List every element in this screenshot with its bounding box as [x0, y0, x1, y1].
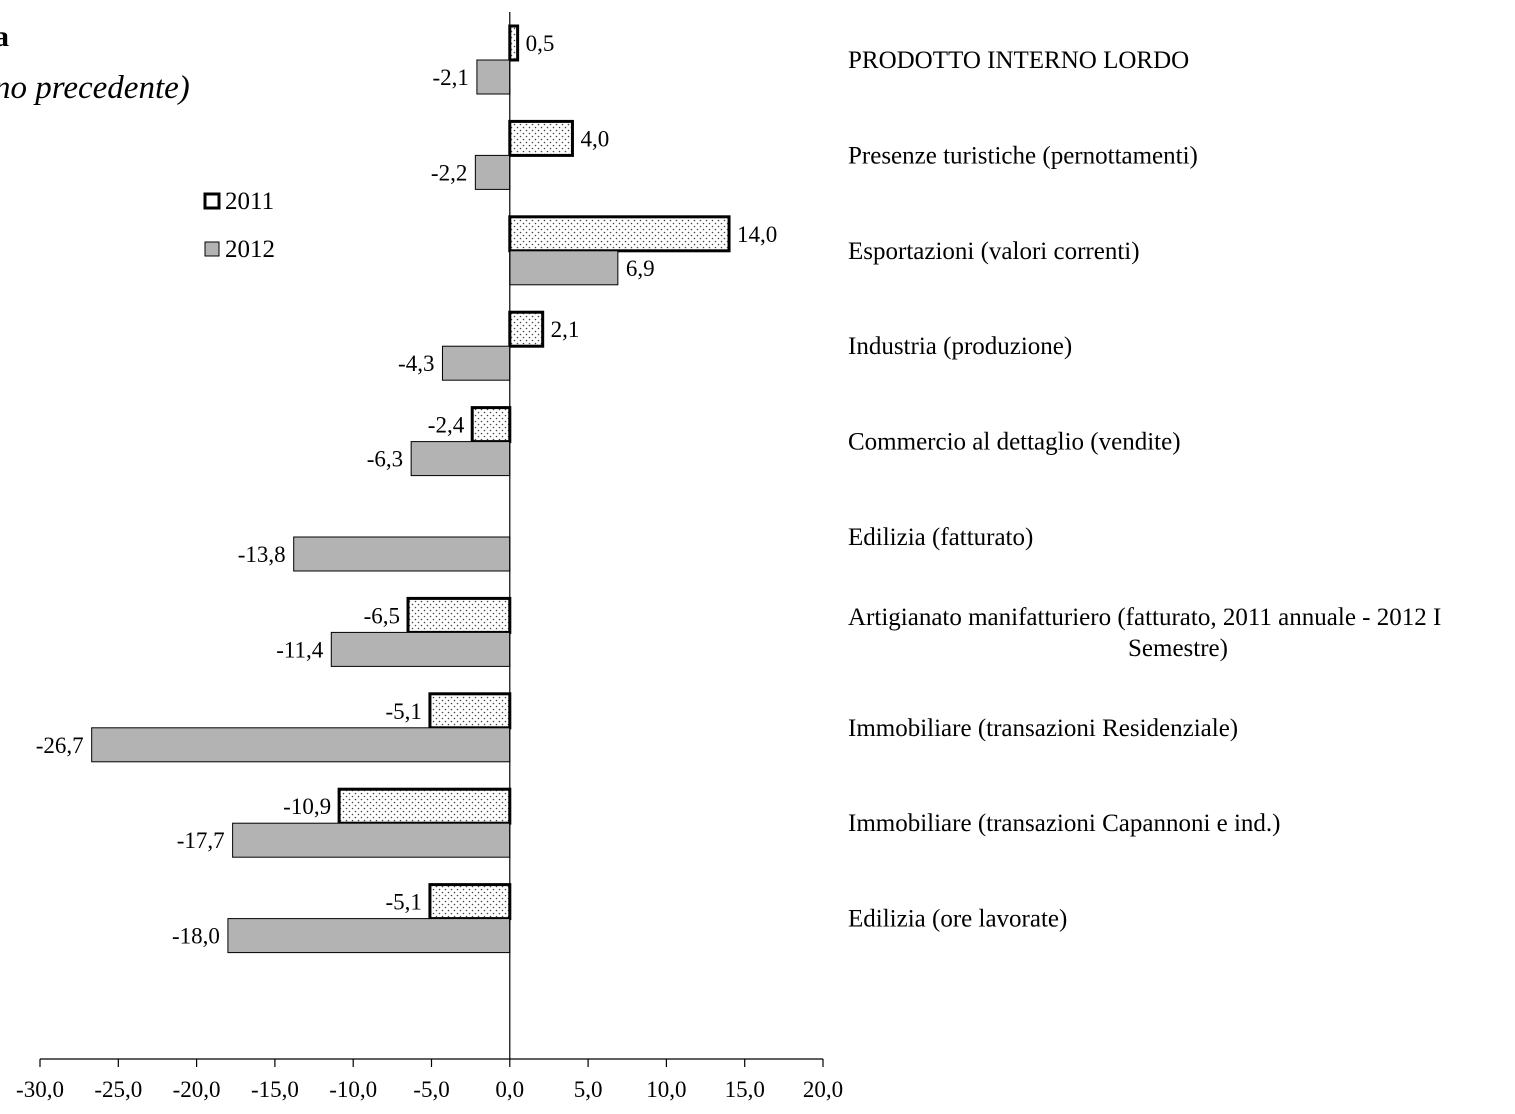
legend-label-2011: 2011 [225, 188, 274, 215]
value-label-2012-8: -26,7 [36, 733, 84, 758]
x-tick-label: 10,0 [646, 1077, 686, 1102]
bar-2012-10 [227, 918, 511, 954]
category-label-7-line2: Semestre) [1128, 635, 1228, 662]
value-label-2012-5: -6,3 [367, 447, 403, 472]
bars-layer [91, 24, 731, 954]
bar-2012-3 [509, 250, 619, 286]
bar-2011-2 [508, 119, 574, 157]
legend: 2011 2012 [203, 188, 275, 263]
value-label-2011-10: -5,1 [386, 890, 422, 915]
bar-2011-10 [428, 883, 512, 921]
x-tick-label: -30,0 [16, 1077, 64, 1102]
x-tick-label: -5,0 [413, 1077, 449, 1102]
x-tick-label: -25,0 [94, 1077, 142, 1102]
category-label-4: Industria (produzione) [848, 333, 1072, 360]
bar-2011-3 [508, 215, 731, 253]
x-tick-label: -15,0 [251, 1077, 299, 1102]
category-labels-layer: PRODOTTO INTERNO LORDO Presenze turistich… [848, 47, 1441, 933]
chart-subtitle-fragment: no precedente) [0, 70, 190, 106]
bar-2012-4 [441, 345, 511, 381]
value-label-2011-4: 2,1 [551, 317, 580, 342]
x-tick-label: 15,0 [725, 1077, 765, 1102]
bar-2012-2 [474, 154, 511, 190]
bar-2012-7 [330, 631, 511, 667]
value-label-2011-9: -10,9 [283, 794, 331, 819]
category-label-5: Commercio al dettaglio (vendite) [848, 429, 1181, 456]
bar-2012-8 [91, 727, 511, 763]
value-label-2011-5: -2,4 [428, 413, 465, 438]
value-label-2012-2: -2,2 [431, 160, 467, 185]
category-label-1: PRODOTTO INTERNO LORDO [848, 47, 1189, 74]
category-label-3: Esportazioni (valori correnti) [848, 238, 1140, 265]
x-tick-label: -20,0 [173, 1077, 221, 1102]
value-labels-layer: 0,5 -2,1 4,0 -2,2 14,0 6,9 2,1 -4,3 -2,4 -6,3 -13,… [36, 31, 778, 949]
bar-2012-5 [410, 441, 511, 477]
value-label-2012-6: -13,8 [238, 542, 286, 567]
bar-2011-9 [337, 787, 512, 825]
value-label-2012-3: 6,9 [626, 256, 655, 281]
value-label-2012-10: -18,0 [172, 924, 220, 949]
x-tick-label: 0,0 [495, 1077, 524, 1102]
x-tick-label: 5,0 [574, 1077, 603, 1102]
bar-2012-1 [476, 59, 511, 95]
bar-2011-4 [508, 310, 545, 348]
bar-2011-5 [470, 406, 512, 444]
value-label-2012-7: -11,4 [276, 637, 324, 662]
chart-title-fragment: a [0, 20, 9, 53]
legend-swatch-2012 [204, 241, 220, 257]
bar-2011-1 [508, 24, 520, 62]
value-label-2011-3: 14,0 [737, 222, 777, 247]
category-label-7: Artigianato manifatturiero (fatturato, 2… [848, 604, 1441, 631]
bar-2011-7 [406, 596, 512, 634]
category-label-2: Presenze turistiche (pernottamenti) [848, 142, 1198, 169]
value-label-2012-4: -4,3 [398, 351, 434, 376]
value-label-2011-8: -5,1 [386, 699, 422, 724]
x-tick-label: 20,0 [803, 1077, 843, 1102]
x-axis: -30,0 -25,0 -20,0 -15,0 -10,0 -5,0 0,0 5,0 10,0 1… [16, 12, 843, 1102]
category-label-9: Immobiliare (transazioni Capannoni e ind… [848, 810, 1281, 837]
value-label-2012-1: -2,1 [432, 65, 468, 90]
x-tick-label: -10,0 [329, 1077, 377, 1102]
legend-label-2012: 2012 [225, 236, 275, 263]
category-label-10: Edilizia (ore lavorate) [848, 906, 1067, 933]
category-label-6: Edilizia (fatturato) [848, 524, 1033, 551]
value-label-2011-7: -6,5 [364, 603, 400, 628]
legend-swatch-2011 [203, 192, 221, 210]
value-label-2011-1: 0,5 [526, 31, 555, 56]
bar-2011-8 [428, 692, 512, 730]
value-label-2011-2: 4,0 [580, 126, 609, 151]
bar-2012-9 [232, 822, 511, 858]
value-label-2012-9: -17,7 [177, 828, 225, 853]
bar-2012-6 [293, 536, 511, 572]
category-label-8: Immobiliare (transazioni Residenziale) [848, 715, 1238, 742]
